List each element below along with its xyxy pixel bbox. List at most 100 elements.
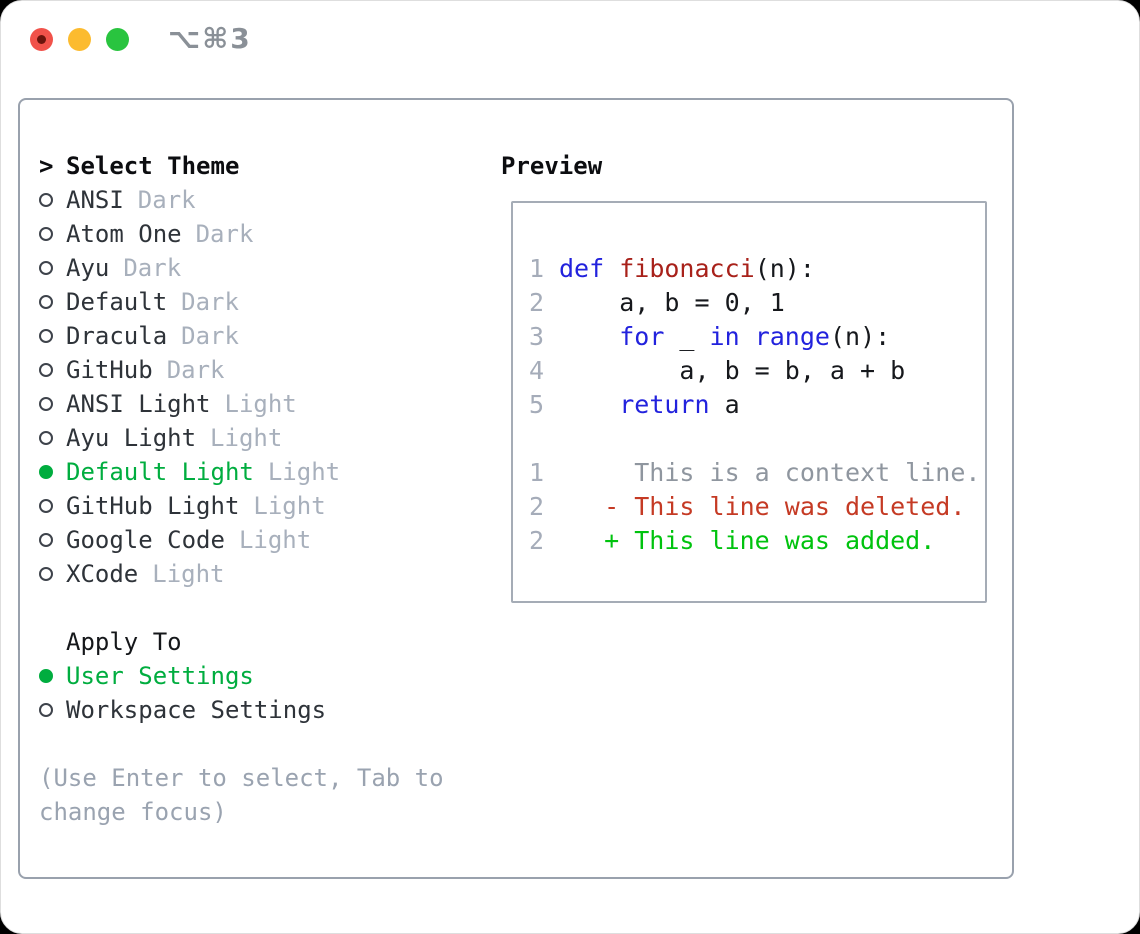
preview-header: Preview xyxy=(501,152,603,180)
theme-option-ansi-light[interactable]: ANSI Light Light xyxy=(39,387,340,421)
theme-option-label: Ayu Light xyxy=(66,424,197,452)
line-number: 2 xyxy=(529,492,545,521)
theme-variant-label: Dark xyxy=(181,322,239,350)
code-line: 3 for _ in range(n): xyxy=(529,320,985,354)
theme-option-label: Google Code xyxy=(66,526,225,554)
theme-option-label: Dracula xyxy=(66,322,168,350)
code-line: 4 a, b = b, a + b xyxy=(529,354,985,388)
line-number: 3 xyxy=(529,322,545,351)
theme-variant-label: Dark xyxy=(137,186,196,214)
theme-option-label: GitHub Light xyxy=(66,492,240,520)
theme-option-label: ANSI Light xyxy=(66,390,211,418)
radio-icon xyxy=(39,397,53,411)
code-line: 2 a, b = 0, 1 xyxy=(529,286,985,320)
theme-variant-label: Light xyxy=(267,458,341,486)
token-kw: for xyxy=(619,322,665,351)
token-kw: range xyxy=(754,322,830,351)
radio-icon xyxy=(39,193,53,207)
theme-variant-label: Dark xyxy=(123,254,182,282)
token-plain xyxy=(559,322,619,351)
token-ctx: This is a context line. xyxy=(559,458,981,487)
token-plain xyxy=(740,322,755,351)
token-kw: def xyxy=(559,254,605,283)
theme-variant-label: Light xyxy=(238,526,312,554)
token-plain: a xyxy=(709,390,740,419)
line-number: 1 xyxy=(529,458,545,487)
blank-line xyxy=(529,422,985,456)
close-dot-icon xyxy=(37,35,46,44)
theme-variant-label: Light xyxy=(210,424,283,452)
apply-to-header: Apply To xyxy=(66,628,182,656)
theme-option-github[interactable]: GitHub Dark xyxy=(39,353,340,387)
theme-option-dracula[interactable]: Dracula Dark xyxy=(39,319,340,353)
theme-option-label: Ayu xyxy=(66,254,110,282)
radio-icon xyxy=(39,261,53,275)
code-line: 1 This is a context line. xyxy=(529,456,985,490)
theme-list: ANSI Dark Atom One Dark Ayu Dark Default Dark Dr… xyxy=(39,183,340,591)
token-plain: a, b = 0, 1 xyxy=(559,288,785,317)
close-button[interactable] xyxy=(30,28,53,51)
theme-option-default-light[interactable]: Default Light Light xyxy=(39,455,340,489)
apply-option-label: Workspace Settings xyxy=(66,696,327,724)
radio-icon xyxy=(39,499,53,513)
theme-option-github-light[interactable]: GitHub Light Light xyxy=(39,489,340,523)
theme-option-label: ANSI xyxy=(66,186,124,214)
maximize-button[interactable] xyxy=(106,28,129,51)
theme-option-label: Atom One xyxy=(66,220,182,248)
select-theme-header: > Select Theme xyxy=(39,149,239,183)
token-del: - This line was deleted. xyxy=(559,492,966,521)
radio-icon xyxy=(39,533,53,547)
theme-variant-label: Light xyxy=(224,390,297,418)
theme-variant-label: Light xyxy=(253,492,326,520)
cursor-marker: > xyxy=(39,152,54,180)
apply-option-user-settings[interactable]: User Settings xyxy=(39,659,326,693)
token-kw: in xyxy=(709,322,740,351)
theme-variant-label: Dark xyxy=(195,220,254,248)
radio-icon xyxy=(39,295,53,309)
code-line: 2 + This line was added. xyxy=(529,524,985,558)
line-number: 1 xyxy=(529,254,545,283)
token-add: + This line was added. xyxy=(559,526,936,555)
apply-to-list: User Settings Workspace Settings xyxy=(39,659,326,727)
token-fn: fibonacci xyxy=(619,254,755,283)
apply-option-label: User Settings xyxy=(66,662,254,690)
theme-option-google-code[interactable]: Google Code Light xyxy=(39,523,340,557)
radio-icon xyxy=(39,363,53,377)
apply-option-workspace-settings[interactable]: Workspace Settings xyxy=(39,693,326,727)
theme-option-ansi[interactable]: ANSI Dark xyxy=(39,183,340,217)
code-line: 5 return a xyxy=(529,388,985,422)
theme-variant-label: Light xyxy=(152,560,225,588)
radio-icon xyxy=(39,329,53,343)
theme-option-label: Default xyxy=(66,288,168,316)
radio-icon xyxy=(39,567,53,581)
theme-option-default[interactable]: Default Dark xyxy=(39,285,340,319)
hint-text: (Use Enter to select, Tab to change focu… xyxy=(39,764,444,826)
radio-icon xyxy=(39,465,53,479)
code-line: 2 - This line was deleted. xyxy=(529,490,985,524)
theme-option-ayu[interactable]: Ayu Dark xyxy=(39,251,340,285)
theme-option-xcode[interactable]: XCode Light xyxy=(39,557,340,591)
line-number: 4 xyxy=(529,356,545,385)
token-plain xyxy=(559,390,619,419)
theme-option-ayu-light[interactable]: Ayu Light Light xyxy=(39,421,340,455)
token-plain: (n): xyxy=(829,322,891,351)
line-number: 5 xyxy=(529,390,545,419)
token-plain xyxy=(604,254,619,283)
theme-option-label: Default Light xyxy=(66,458,254,486)
theme-option-label: XCode xyxy=(66,560,139,588)
titlebar: ⌥⌘3 xyxy=(1,1,1139,79)
select-theme-title: Select Theme xyxy=(66,152,240,180)
line-number: 2 xyxy=(529,526,545,555)
radio-icon xyxy=(39,431,53,445)
minimize-button[interactable] xyxy=(68,28,91,51)
radio-icon xyxy=(39,227,53,241)
theme-picker-panel: > Select Theme ANSI Dark Atom One Dark Ayu Da… xyxy=(18,98,1014,879)
token-plain: _ xyxy=(664,322,710,351)
code-line: 1 def fibonacci(n): xyxy=(529,252,985,286)
token-kw: return xyxy=(619,390,710,419)
line-number: 2 xyxy=(529,288,545,317)
theme-option-atom-one[interactable]: Atom One Dark xyxy=(39,217,340,251)
